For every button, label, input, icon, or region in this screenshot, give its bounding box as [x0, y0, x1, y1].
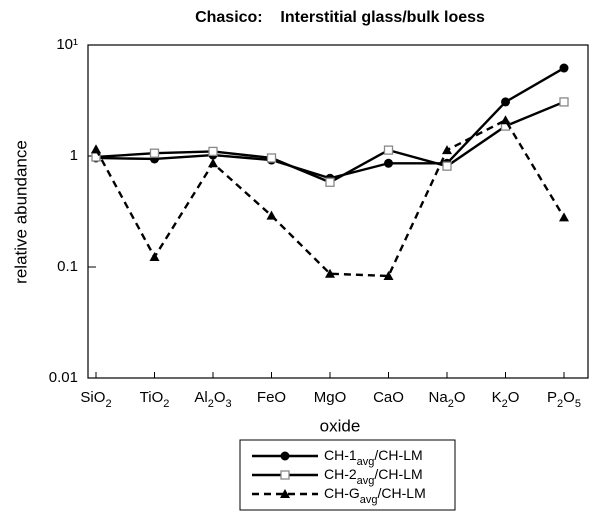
point [442, 145, 452, 155]
point [559, 63, 569, 73]
point [266, 153, 277, 163]
series-line [95, 67, 565, 180]
point [559, 212, 569, 222]
x-tick-label: K2O [492, 389, 520, 410]
point [384, 158, 393, 168]
x-tick-label: TiO2 [140, 389, 170, 410]
x-axis-label: oxide [320, 416, 361, 435]
point [559, 97, 569, 107]
point [325, 268, 335, 278]
point [383, 145, 394, 155]
x-tick-label: SiO2 [80, 389, 111, 410]
point [280, 451, 290, 461]
x-tick-label: Al2O3 [194, 389, 231, 410]
x-tick-label: P2O5 [547, 389, 581, 410]
point [266, 210, 277, 220]
point [208, 146, 218, 157]
chart-title: Chasico: Interstitial glass/bulk loess [195, 9, 485, 26]
point [149, 148, 160, 158]
point [500, 115, 511, 125]
point [383, 270, 394, 280]
y-tick-label: 10¹ [56, 36, 78, 53]
point [280, 489, 290, 498]
legend-label: CH-2avg/CH-LM [324, 466, 423, 487]
x-tick-label: CaO [373, 389, 404, 406]
x-tick-label: MgO [314, 389, 347, 406]
point [208, 158, 218, 168]
point [501, 97, 510, 107]
legend-label: CH-Gavg/CH-LM [324, 485, 426, 506]
plot-frame [87, 44, 589, 379]
x-tick-label: FeO [257, 389, 286, 406]
series-line [94, 118, 566, 278]
point [325, 177, 335, 187]
legend-label: CH-1avg/CH-LM [324, 447, 423, 468]
point [442, 161, 452, 171]
point [91, 144, 101, 154]
x-tick-label: Na2O [429, 389, 466, 410]
y-tick-label: 0.1 [57, 258, 78, 275]
y-axis-label: relative abundance [11, 140, 30, 284]
y-tick-label: 1 [70, 147, 78, 164]
y-tick-label: 0.01 [49, 369, 78, 386]
point [149, 252, 160, 262]
point [280, 470, 290, 480]
